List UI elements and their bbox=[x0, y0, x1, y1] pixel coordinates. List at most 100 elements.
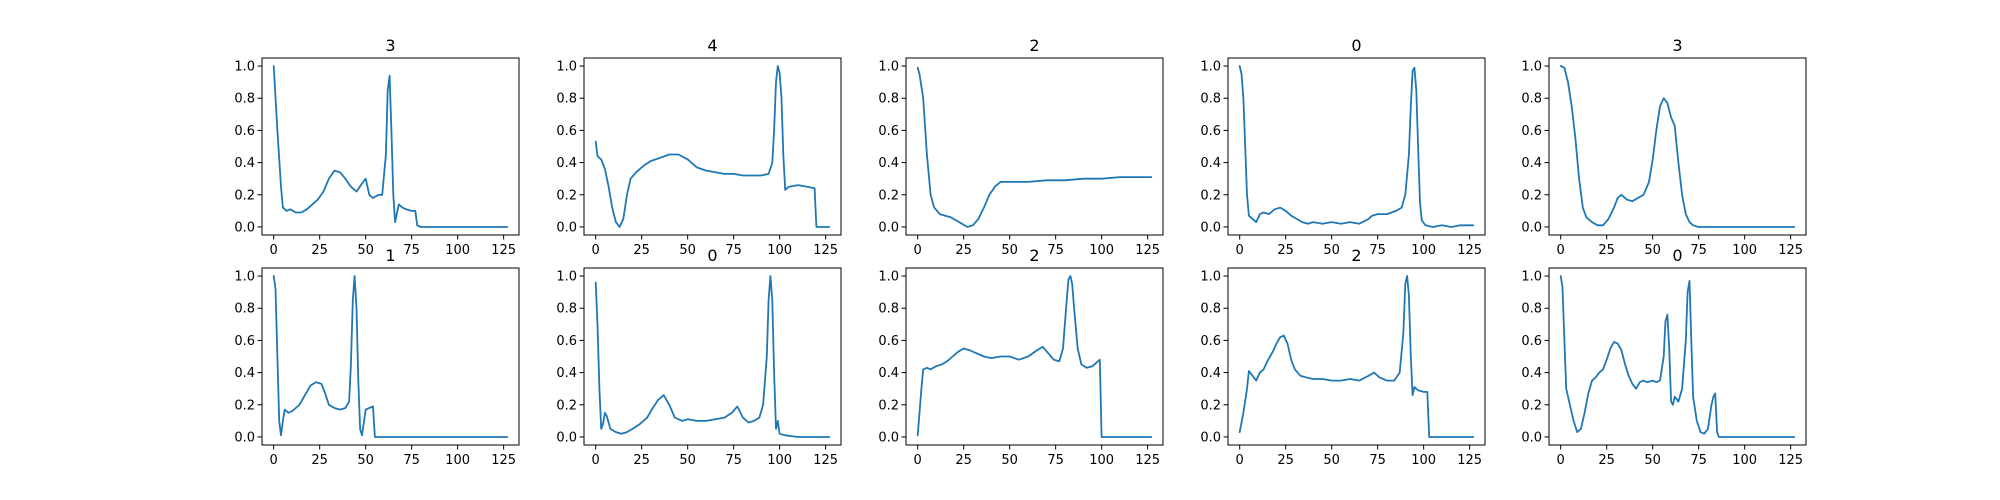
x-tick-label: 0 bbox=[1557, 453, 1565, 468]
x-tick-label: 100 bbox=[1732, 243, 1757, 258]
x-tick-label: 25 bbox=[1277, 453, 1294, 468]
y-tick-label: 0.2 bbox=[234, 398, 255, 413]
y-tick-label: 0.4 bbox=[556, 156, 577, 171]
series-line bbox=[1238, 275, 1475, 438]
axes-frame bbox=[1227, 267, 1486, 446]
y-tick-label: 0.0 bbox=[234, 220, 255, 235]
x-tick-label: 75 bbox=[1369, 453, 1386, 468]
y-tick-label: 0.2 bbox=[234, 188, 255, 203]
y-tick-label: 0.2 bbox=[1200, 398, 1221, 413]
x-tick-label: 25 bbox=[955, 243, 972, 258]
y-tick-label: 0.8 bbox=[878, 92, 899, 107]
y-tick-label: 0.2 bbox=[556, 188, 577, 203]
y-tick-label: 0.6 bbox=[1200, 124, 1221, 139]
y-tick-label: 0.8 bbox=[556, 92, 577, 107]
y-tick-label: 1.0 bbox=[234, 60, 255, 75]
subplot-title: 0 bbox=[707, 246, 717, 265]
y-tick-label: 0.0 bbox=[1521, 220, 1542, 235]
y-tick-label: 0.2 bbox=[556, 398, 577, 413]
x-tick-label: 125 bbox=[1135, 243, 1160, 258]
x-tick-label: 50 bbox=[1001, 243, 1018, 258]
x-tick-label: 125 bbox=[1778, 453, 1803, 468]
y-tick-label: 0.0 bbox=[234, 430, 255, 445]
y-tick-label: 1.0 bbox=[878, 60, 899, 75]
y-tick-label: 0.8 bbox=[234, 92, 255, 107]
x-tick-label: 50 bbox=[1323, 453, 1340, 468]
x-tick-label: 100 bbox=[445, 243, 470, 258]
x-tick-label: 25 bbox=[1598, 243, 1615, 258]
subplot-1: 3 0 25 50 75 100 125 0.0 0.2 0.4 0.6 0.8 1.0 bbox=[234, 36, 520, 258]
subplot-title: 0 bbox=[1672, 246, 1682, 265]
y-tick-label: 0.6 bbox=[878, 124, 899, 139]
subplot-9: 2 0 25 50 75 100 125 0.0 0.2 0.4 0.6 0.8 1.0 bbox=[1200, 246, 1486, 468]
x-tick-label: 0 bbox=[914, 453, 922, 468]
subplot-title: 3 bbox=[385, 36, 395, 55]
y-tick-label: 0.2 bbox=[878, 188, 899, 203]
x-tick-label: 25 bbox=[1598, 453, 1615, 468]
x-tick-label: 0 bbox=[1557, 243, 1565, 258]
x-tick-label: 100 bbox=[1732, 453, 1757, 468]
axes-frame bbox=[1548, 267, 1807, 446]
subplot-title: 2 bbox=[1351, 246, 1361, 265]
y-tick-label: 0.4 bbox=[1521, 156, 1542, 171]
subplot-title: 2 bbox=[1029, 36, 1039, 55]
y-tick-label: 0.6 bbox=[556, 334, 577, 349]
y-tick-label: 0.6 bbox=[1200, 334, 1221, 349]
x-tick-label: 0 bbox=[270, 243, 278, 258]
x-tick-label: 50 bbox=[1001, 453, 1018, 468]
x-tick-label: 100 bbox=[1089, 243, 1114, 258]
y-tick-label: 0.6 bbox=[556, 124, 577, 139]
y-tick-label: 0.0 bbox=[878, 220, 899, 235]
y-tick-label: 0.0 bbox=[1200, 220, 1221, 235]
y-tick-label: 0.8 bbox=[1200, 302, 1221, 317]
y-tick-label: 0.4 bbox=[1521, 366, 1542, 381]
x-tick-label: 75 bbox=[1047, 453, 1064, 468]
y-tick-label: 0.4 bbox=[1200, 366, 1221, 381]
subplot-2: 4 0 25 50 75 100 125 0.0 0.2 0.4 0.6 0.8 1.0 bbox=[556, 36, 842, 258]
x-tick-label: 75 bbox=[725, 453, 742, 468]
y-tick-label: 1.0 bbox=[1200, 60, 1221, 75]
x-tick-label: 0 bbox=[1236, 453, 1244, 468]
x-tick-label: 50 bbox=[1644, 243, 1661, 258]
x-tick-label: 75 bbox=[403, 243, 420, 258]
axes-frame bbox=[261, 57, 520, 236]
y-tick-label: 1.0 bbox=[556, 60, 577, 75]
x-tick-label: 100 bbox=[445, 453, 470, 468]
x-tick-label: 125 bbox=[1457, 453, 1482, 468]
y-tick-label: 1.0 bbox=[556, 270, 577, 285]
subplot-5: 3 0 25 50 75 100 125 0.0 0.2 0.4 0.6 0.8 1.0 bbox=[1521, 36, 1807, 258]
y-tick-label: 1.0 bbox=[1521, 270, 1542, 285]
y-tick-label: 0.2 bbox=[1521, 398, 1542, 413]
x-tick-label: 0 bbox=[1236, 243, 1244, 258]
y-tick-label: 0.0 bbox=[878, 430, 899, 445]
x-tick-label: 125 bbox=[1778, 243, 1803, 258]
y-tick-label: 0.0 bbox=[1521, 430, 1542, 445]
y-tick-label: 0.6 bbox=[878, 334, 899, 349]
axes-frame bbox=[905, 57, 1164, 236]
x-tick-label: 50 bbox=[679, 243, 696, 258]
x-tick-label: 50 bbox=[679, 453, 696, 468]
series-line bbox=[272, 275, 509, 438]
x-tick-label: 125 bbox=[1135, 453, 1160, 468]
x-tick-label: 100 bbox=[1411, 453, 1436, 468]
y-tick-label: 0.8 bbox=[878, 302, 899, 317]
subplot-6: 1 0 25 50 75 100 125 0.0 0.2 0.4 0.6 0.8 1.0 bbox=[234, 246, 520, 468]
subplot-3: 2 0 25 50 75 100 125 0.0 0.2 0.4 0.6 0.8 1.0 bbox=[878, 36, 1164, 258]
x-tick-label: 50 bbox=[357, 453, 374, 468]
x-tick-label: 100 bbox=[1411, 243, 1436, 258]
subplot-7: 0 0 25 50 75 100 125 0.0 0.2 0.4 0.6 0.8 1.0 bbox=[556, 246, 842, 468]
x-tick-label: 0 bbox=[914, 243, 922, 258]
axes-frame bbox=[583, 267, 842, 446]
x-tick-label: 100 bbox=[1089, 453, 1114, 468]
y-tick-label: 0.8 bbox=[1521, 302, 1542, 317]
subplot-title: 4 bbox=[707, 36, 717, 55]
y-tick-label: 0.6 bbox=[234, 124, 255, 139]
series-line bbox=[1238, 65, 1475, 228]
x-tick-label: 125 bbox=[813, 243, 838, 258]
x-tick-label: 25 bbox=[311, 243, 328, 258]
x-tick-label: 0 bbox=[592, 243, 600, 258]
x-tick-label: 50 bbox=[1323, 243, 1340, 258]
x-tick-label: 0 bbox=[270, 453, 278, 468]
x-tick-label: 125 bbox=[1457, 243, 1482, 258]
